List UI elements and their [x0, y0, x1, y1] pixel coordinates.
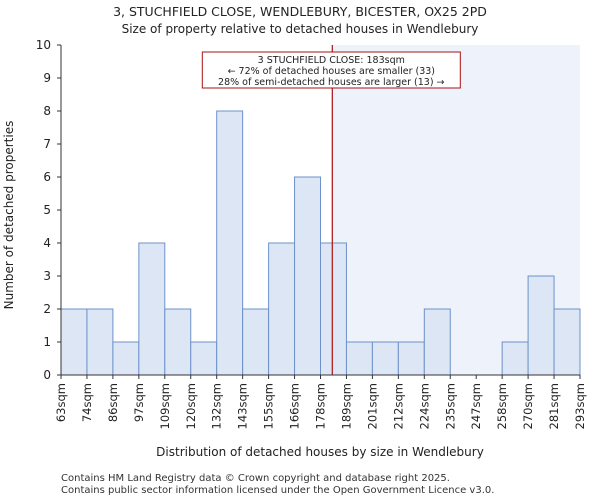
x-tick-label: 63sqm	[54, 383, 68, 422]
x-tick-label: 224sqm	[417, 383, 431, 429]
histogram-bar	[397, 341, 425, 376]
x-tick-label: 212sqm	[391, 383, 405, 429]
histogram-bar	[138, 242, 166, 376]
y-tick-label: 4	[43, 236, 51, 250]
footer-copyright: Contains HM Land Registry data © Crown c…	[61, 473, 450, 484]
x-tick-label: 86sqm	[106, 383, 120, 422]
histogram-bar	[527, 275, 555, 376]
histogram-bar	[501, 341, 529, 376]
x-tick-label: 201sqm	[365, 383, 379, 429]
histogram-bar	[60, 308, 88, 376]
y-axis-label: Number of detached properties	[2, 121, 16, 310]
x-tick-label: 155sqm	[262, 383, 276, 429]
y-tick-label: 6	[43, 170, 51, 184]
x-tick-label: 166sqm	[288, 383, 302, 429]
x-tick-label: 258sqm	[495, 383, 509, 429]
x-tick-label: 132sqm	[210, 383, 224, 429]
x-tick-label: 189sqm	[339, 383, 353, 429]
histogram-bar	[86, 308, 114, 376]
x-tick-label: 143sqm	[236, 383, 250, 429]
annotation-line: ← 72% of detached houses are smaller (33…	[228, 66, 435, 77]
x-axis-label: Distribution of detached houses by size …	[156, 445, 484, 459]
y-tick-label: 9	[43, 71, 51, 85]
histogram-bar	[268, 242, 296, 376]
annotation-line: 3 STUCHFIELD CLOSE: 183sqm	[258, 55, 405, 66]
y-tick-label: 10	[36, 38, 51, 52]
y-tick-label: 0	[43, 368, 51, 382]
histogram-bar	[320, 242, 347, 376]
histogram-bar	[371, 341, 399, 376]
footer-licence: Contains public sector information licen…	[61, 485, 495, 496]
histogram-bar	[294, 176, 321, 376]
x-tick-label: 235sqm	[443, 383, 457, 429]
y-tick-label: 8	[43, 104, 51, 118]
chart-subtitle: Size of property relative to detached ho…	[122, 22, 479, 36]
histogram-bar	[242, 308, 270, 376]
histogram-bar	[164, 308, 192, 376]
x-tick-label: 74sqm	[80, 383, 94, 422]
histogram-bar	[190, 341, 218, 376]
x-tick-label: 270sqm	[521, 383, 535, 429]
x-tick-label: 120sqm	[184, 383, 198, 429]
histogram-bar	[216, 110, 244, 376]
x-tick-label: 109sqm	[158, 383, 172, 429]
histogram-bar	[423, 308, 451, 376]
y-tick-label: 3	[43, 269, 51, 283]
annotation-box	[201, 51, 461, 89]
x-tick-label: 97sqm	[132, 383, 146, 422]
chart-title: 3, STUCHFIELD CLOSE, WENDLEBURY, BICESTE…	[113, 4, 487, 19]
y-tick-label: 5	[43, 203, 51, 217]
x-tick-label: 281sqm	[547, 383, 561, 429]
x-tick-label: 293sqm	[573, 383, 587, 429]
x-tick-label: 247sqm	[469, 383, 483, 429]
y-tick-label: 2	[43, 302, 51, 316]
x-tick-label: 178sqm	[314, 383, 328, 429]
y-tick-label: 7	[43, 137, 51, 151]
histogram-bar	[112, 341, 140, 376]
histogram-bar	[345, 341, 373, 376]
y-tick-label: 1	[43, 335, 51, 349]
histogram-bar	[553, 308, 581, 376]
annotation-line: 28% of semi-detached houses are larger (…	[218, 77, 445, 88]
